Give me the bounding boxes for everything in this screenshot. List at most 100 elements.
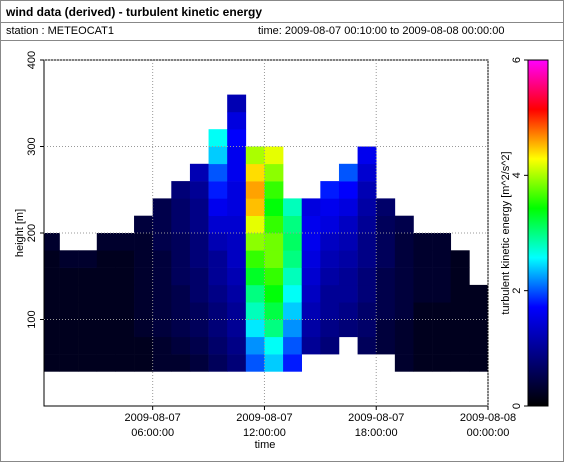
heat-cell [264, 302, 284, 320]
heat-cell [227, 146, 247, 165]
heat-cell [227, 302, 247, 320]
heat-cell [171, 336, 191, 355]
heat-cell [115, 336, 135, 355]
heat-cell [208, 233, 228, 251]
heat-cell [283, 354, 303, 372]
y-tick-label: 200 [26, 224, 38, 242]
x-tick-label: 2009-08-08 00:00:00 [460, 412, 516, 439]
heat-cell [245, 284, 265, 303]
heat-cell [357, 284, 377, 303]
x-tick-label: 2009-08-07 06:00:00 [125, 412, 181, 439]
heat-cell [44, 319, 60, 338]
heat-cell [264, 336, 284, 355]
heat-cell [394, 354, 414, 372]
heat-cell [357, 233, 377, 251]
heat-cell [171, 250, 191, 268]
heat-cell [245, 215, 265, 234]
heat-cell [115, 354, 135, 372]
y-tick-label: 300 [26, 137, 38, 155]
heat-cell [264, 354, 284, 372]
heat-cell [171, 319, 191, 338]
heat-cell [245, 354, 265, 372]
heat-cell [320, 336, 340, 355]
heat-cell [413, 284, 433, 303]
heat-cell [152, 284, 172, 303]
heat-cell [376, 215, 396, 234]
heat-cell [320, 181, 340, 199]
heat-cell [469, 319, 489, 338]
heat-cell [338, 267, 358, 286]
heat-cell [245, 198, 265, 216]
heat-cell [134, 267, 153, 286]
heat-cell [134, 215, 153, 234]
heat-cell [245, 302, 265, 320]
heat-cell [432, 267, 452, 286]
heat-cell [189, 284, 209, 303]
heat-cell [59, 250, 79, 268]
heat-cell [376, 284, 396, 303]
heat-cell [432, 284, 452, 303]
heat-cell [96, 354, 116, 372]
heat-cell [245, 181, 265, 199]
heat-cell [44, 354, 60, 372]
heat-cell [59, 267, 79, 286]
heat-cell [227, 250, 247, 268]
heat-cell [78, 267, 98, 286]
heat-cell [171, 215, 191, 234]
title-bar [1, 1, 563, 22]
heat-cell [283, 336, 303, 355]
heat-cell [413, 354, 433, 372]
heat-cell [208, 336, 228, 355]
heat-cell [44, 250, 60, 268]
heat-cell [208, 250, 228, 268]
heat-cell [189, 302, 209, 320]
heat-cell [469, 354, 489, 372]
heat-cell [320, 267, 340, 286]
heat-cell [432, 233, 452, 251]
heat-cell [208, 129, 228, 147]
heat-cell [189, 250, 209, 268]
heat-cell [152, 302, 172, 320]
heat-cell [59, 302, 79, 320]
heat-cell [189, 233, 209, 251]
colorbar-label: turbulent kinetic energy [m^2/s^2] [500, 151, 512, 314]
heat-cell [376, 319, 396, 338]
colorbar-tick-label: 2 [511, 288, 523, 294]
heat-cell [357, 336, 377, 355]
heat-cell [357, 181, 377, 199]
heat-cell [59, 319, 79, 338]
heat-cell [283, 284, 303, 303]
heat-cell [394, 250, 414, 268]
heat-cell [227, 129, 247, 147]
heat-cell [189, 336, 209, 355]
heat-cell [227, 319, 247, 338]
heat-cell [432, 319, 452, 338]
heat-cell [227, 267, 247, 286]
heat-cell [301, 336, 321, 355]
heat-cell [44, 336, 60, 355]
heat-cell [450, 284, 470, 303]
heat-cell [376, 233, 396, 251]
heat-cell [376, 250, 396, 268]
heat-cell [264, 267, 284, 286]
heat-cell [413, 267, 433, 286]
heat-cell [357, 146, 377, 165]
colorbar-tick-label: 0 [511, 403, 523, 409]
heat-cell [283, 267, 303, 286]
heat-cell [301, 284, 321, 303]
heat-cell [432, 250, 452, 268]
heat-cell [301, 250, 321, 268]
heat-cell [338, 181, 358, 199]
heat-cell [96, 267, 116, 286]
heat-cell [189, 181, 209, 199]
heat-cell [413, 233, 433, 251]
heat-cell [357, 250, 377, 268]
heat-cell [78, 336, 98, 355]
heat-cell [208, 146, 228, 165]
heat-cell [152, 354, 172, 372]
heat-cell [394, 302, 414, 320]
heat-cell [320, 198, 340, 216]
heat-cell [245, 233, 265, 251]
heat-cell [450, 250, 470, 268]
